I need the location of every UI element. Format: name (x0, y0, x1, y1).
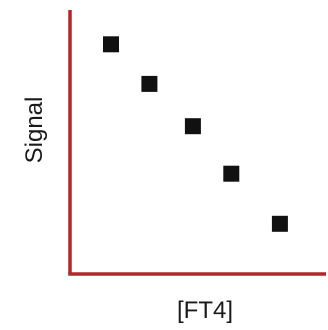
data-point-2 (141, 75, 158, 92)
data-point-5 (271, 215, 288, 232)
plot-area (68, 10, 326, 276)
data-point-1 (103, 36, 119, 53)
y-axis-label: Signal (21, 97, 48, 164)
x-axis-label: [FT4] (177, 297, 233, 324)
data-point-4 (223, 165, 240, 182)
data-points (103, 36, 288, 232)
data-point-3 (184, 118, 201, 135)
